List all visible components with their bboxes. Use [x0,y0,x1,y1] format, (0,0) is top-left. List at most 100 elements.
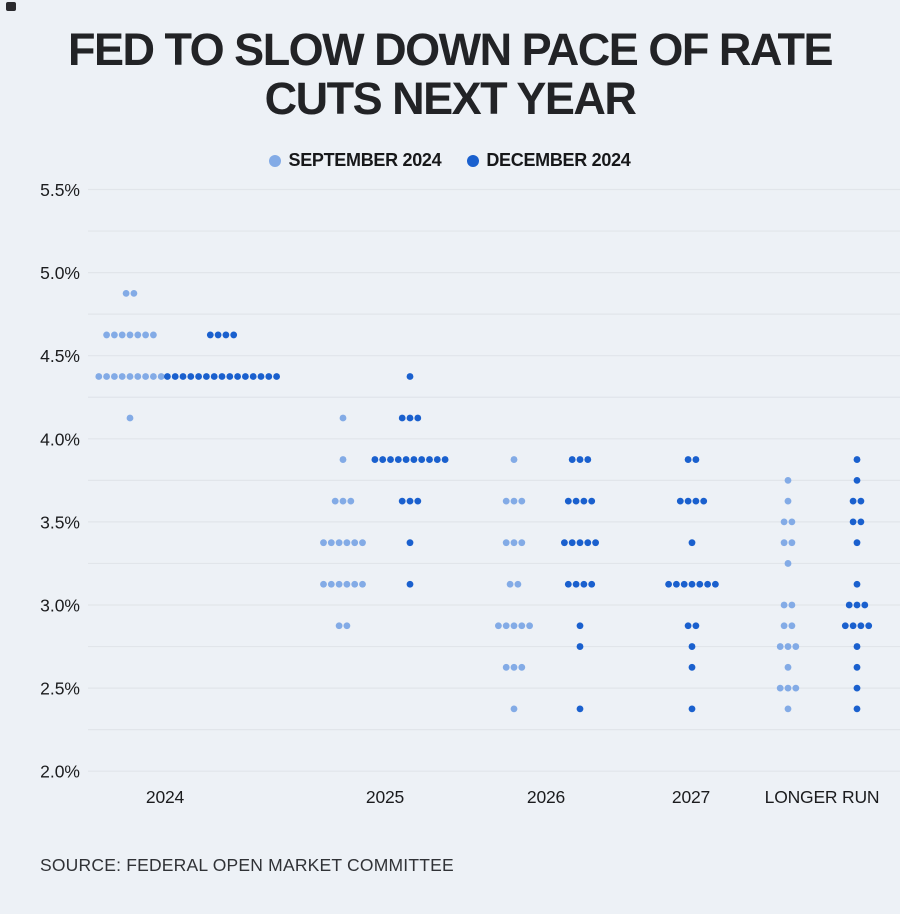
dot-sep-longer-run-3.375 [780,539,788,547]
dot-dec-2026-3.375 [576,539,584,547]
dot-dec-2026-3.625 [580,497,588,505]
september-dot-icon [269,154,282,167]
dot-dec-longer-run-2.375 [853,705,861,713]
y-axis-tick-label: 5.0% [40,263,80,283]
dot-dec-2027-2.375 [688,705,696,713]
dot-sep-2026-2.875 [518,622,526,630]
x-axis-label-2026: 2026 [527,787,565,807]
dot-sep-2026-3.625 [518,497,526,505]
dot-dec-2024-4.375 [179,373,187,380]
dot-dec-2026-3.875 [576,456,584,463]
dot-sep-longer-run-2.75 [776,643,784,650]
dot-sep-2024-4.625 [134,331,142,339]
dot-dec-2027-3.125 [688,580,696,588]
dot-dec-2024-4.375 [226,373,234,380]
dot-sep-2024-4.625 [118,331,126,339]
y-axis-tick-label: 4.0% [40,429,80,449]
dot-dec-2025-3.625 [398,497,406,505]
dot-sep-2026-2.625 [518,663,526,671]
dot-sep-2024-4.375 [118,373,126,380]
dot-dec-2025-3.875 [426,456,433,463]
dot-sep-2025-3.125 [320,580,327,588]
dot-dec-2027-3.125 [696,580,704,588]
dot-dec-2024-4.625 [206,331,214,339]
dot-sep-2024-4.875 [122,289,130,297]
dot-dec-2027-3.625 [684,497,692,505]
dot-sep-longer-run-3.5 [788,518,796,526]
legend-item-september: SEPTEMBER 2024 [269,150,442,171]
dot-dec-longer-run-3.5 [849,518,857,526]
dot-dec-2027-3.125 [680,580,688,588]
dot-dec-2025-4.125 [406,414,414,422]
dot-dec-longer-run-2.75 [853,643,861,650]
dot-sep-2025-3.375 [320,539,327,547]
dot-dec-2027-3.875 [692,456,700,463]
dot-sep-longer-run-2.75 [784,643,792,650]
dot-dec-2027-3.875 [684,456,692,463]
dot-dec-2025-3.875 [418,456,426,463]
dot-sep-2026-3.375 [510,539,518,547]
dot-dec-2024-4.375 [265,373,273,380]
dot-dec-2026-3.375 [592,539,599,547]
dot-dec-2027-2.75 [688,643,696,650]
dot-dec-2026-3.375 [561,539,568,547]
dot-sep-longer-run-2.5 [784,684,792,692]
dot-sep-2026-3.625 [502,497,510,505]
dot-dec-2024-4.375 [195,373,203,380]
dot-dec-2027-3.375 [688,539,696,547]
dot-dec-2024-4.375 [210,373,218,380]
dot-sep-2025-3.375 [343,539,351,547]
dot-sep-longer-run-3.75 [784,476,792,484]
dot-dec-2026-3.375 [568,539,576,547]
dot-dec-2024-4.375 [203,373,210,380]
dot-dec-2025-3.875 [387,456,394,463]
legend-label-september: SEPTEMBER 2024 [288,150,442,170]
dot-dec-2026-3.625 [564,497,572,505]
dot-dec-2024-4.375 [171,373,179,380]
dot-dec-2026-3.125 [564,580,572,588]
dot-dec-longer-run-2.875 [849,622,857,630]
dot-dec-2025-3.875 [441,456,449,463]
dot-sep-2024-4.375 [95,373,103,380]
dot-dec-2025-3.375 [406,539,414,547]
dot-dec-2024-4.375 [242,373,249,380]
dot-sep-longer-run-3 [780,601,788,609]
dot-sep-2026-2.625 [510,663,518,671]
x-axis-label-2024: 2024 [146,787,185,807]
dot-sep-2026-2.875 [526,622,533,630]
dot-sep-2025-2.875 [343,622,351,630]
y-axis-tick-label: 2.5% [40,679,80,699]
dot-dec-longer-run-2.875 [865,622,873,630]
dot-sep-2024-4.875 [130,289,138,297]
dot-dec-2025-4.125 [398,414,406,422]
dot-sep-longer-run-2.875 [780,622,788,630]
dot-sep-2026-3.375 [518,539,526,547]
dot-sep-longer-run-3.5 [780,518,788,526]
dot-sep-2026-3.125 [506,580,514,588]
dot-sep-longer-run-3.25 [784,560,792,567]
y-axis-tick-label: 5.5% [40,180,80,200]
x-axis-label-longer-run: LONGER RUN [765,787,880,807]
dot-sep-2026-2.875 [510,622,518,630]
dot-dec-2024-4.375 [257,373,265,380]
dot-sep-2025-3.125 [335,580,343,588]
dot-sep-2026-2.625 [502,663,510,671]
dot-dec-2024-4.375 [249,373,257,380]
dot-dec-2024-4.375 [234,373,242,380]
dot-sep-2025-4.125 [339,414,347,422]
dot-sep-longer-run-3 [788,601,796,609]
dot-dec-2024-4.375 [164,373,171,380]
dot-dec-2025-3.875 [410,456,418,463]
dot-sep-2025-3.375 [327,539,335,547]
dot-dec-2024-4.625 [230,331,238,339]
dot-dec-2027-3.125 [673,580,680,588]
dot-dec-longer-run-3.5 [857,518,865,526]
dot-sep-2026-3.625 [510,497,518,505]
dot-sep-2026-2.375 [510,705,518,713]
legend-item-december: DECEMBER 2024 [467,150,631,171]
dot-sep-2024-4.625 [142,331,150,339]
dot-dec-longer-run-2.625 [853,663,861,671]
dot-dec-longer-run-2.875 [841,622,849,630]
dot-sep-2026-2.875 [502,622,510,630]
dot-sep-2024-4.625 [150,331,157,339]
